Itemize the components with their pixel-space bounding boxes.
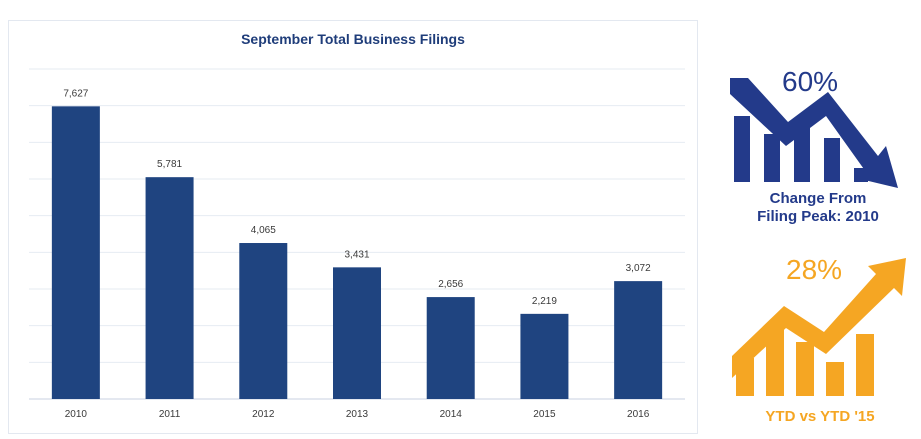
chart-title: September Total Business Filings (241, 31, 465, 47)
x-tick-label-2012: 2012 (252, 409, 275, 420)
up-trend-arrow-icon (732, 258, 906, 396)
bar-2015 (520, 313, 569, 399)
data-label-2016: 3,072 (626, 263, 651, 274)
data-label-2011: 5,781 (157, 159, 182, 170)
data-label-2015: 2,219 (532, 296, 557, 307)
chart-panel: September Total Business Filings 7,627 20… (8, 20, 698, 434)
change-caption-line1: Change From (769, 190, 867, 207)
x-tick-label-2010: 2010 (65, 409, 88, 420)
data-label-2014: 2,656 (438, 279, 463, 290)
x-tick-label-2015: 2015 (533, 409, 556, 420)
bar-2016 (614, 281, 663, 399)
x-tick-label-2013: 2013 (346, 409, 369, 420)
bar-2010 (51, 106, 100, 399)
data-label-2013: 3,431 (344, 249, 369, 260)
data-label-2010: 7,627 (63, 88, 88, 99)
change-caption-line2: Filing Peak: 2010 (757, 208, 879, 225)
bar-2012 (239, 243, 288, 399)
bar-2013 (333, 267, 381, 399)
bar-2014 (426, 297, 475, 399)
x-tick-label-2016: 2016 (627, 409, 650, 420)
change-percentage: 60% (782, 66, 839, 97)
bar-2011 (145, 177, 194, 399)
data-label-2012: 4,065 (251, 225, 276, 236)
ytd-stat: 28% YTD vs YTD '15 (730, 254, 916, 434)
bar-chart: 7,627 2010 5,781 2011 4,065 2012 3,431 2013 2,65… (29, 68, 685, 420)
change-from-peak-stat: 60% Change From Filing Peak: 2010 (730, 66, 916, 242)
ytd-percentage: 28% (786, 254, 843, 285)
down-trend-arrow-icon (730, 78, 898, 188)
x-tick-label-2014: 2014 (440, 409, 463, 420)
x-tick-label-2011: 2011 (159, 409, 181, 420)
ytd-caption: YTD vs YTD '15 (765, 408, 875, 425)
